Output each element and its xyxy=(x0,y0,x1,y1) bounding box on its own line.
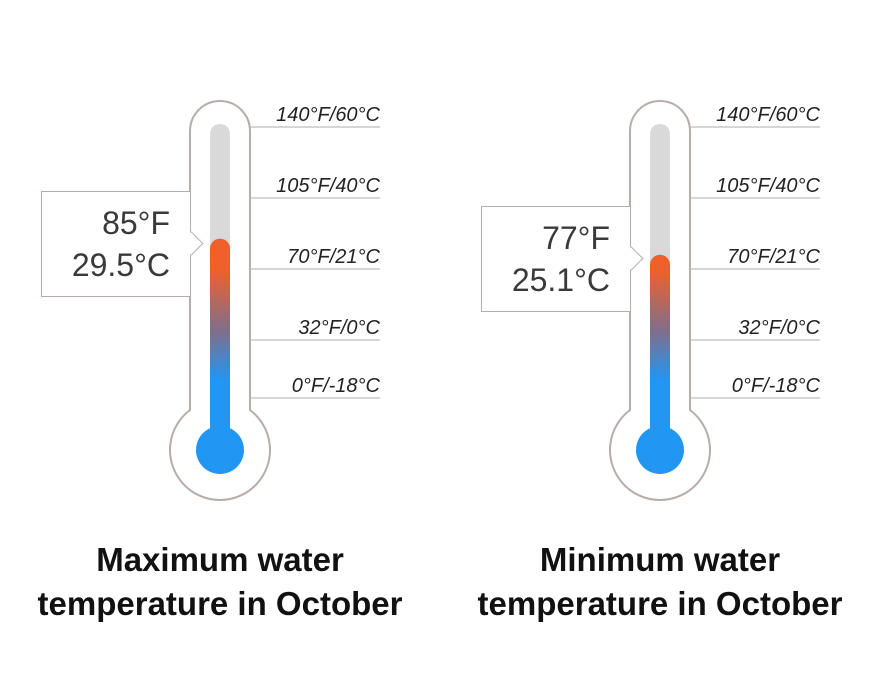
caption-line: temperature in October xyxy=(37,585,403,622)
tick-label: 0°F/-18°C xyxy=(732,375,821,397)
thermometer-bulb xyxy=(196,426,244,474)
thermometer-min-graphic: 140°F/60°C 105°F/40°C 70°F/21°C 32°F/0°C 0°F… xyxy=(609,100,821,501)
reading-celsius: 29.5°C xyxy=(71,247,170,283)
mercury-column xyxy=(210,238,230,450)
reading-box-min: 77°F 25.1°C xyxy=(481,206,631,312)
reading-box-max: 85°F 29.5°C xyxy=(41,191,191,297)
thermometer-max: 140°F/60°C 105°F/40°C 70°F/21°C 32°F/0°C 0°F… xyxy=(0,0,440,680)
thermometer-bulb xyxy=(636,426,684,474)
tick-label: 105°F/40°C xyxy=(716,175,820,197)
tick-label: 105°F/40°C xyxy=(276,175,380,197)
thermometer-min: 140°F/60°C 105°F/40°C 70°F/21°C 32°F/0°C 0°F… xyxy=(440,0,880,680)
reading-celsius: 25.1°C xyxy=(511,262,610,298)
mercury-column xyxy=(650,254,670,450)
tick-label: 140°F/60°C xyxy=(716,104,820,126)
caption-line: temperature in October xyxy=(477,585,843,622)
reading-fahrenheit: 77°F xyxy=(542,220,610,256)
caption-line: Maximum water xyxy=(96,541,344,578)
caption-max: Maximum water temperature in October xyxy=(0,538,440,626)
tick-label: 140°F/60°C xyxy=(276,104,380,126)
tick-label: 32°F/0°C xyxy=(298,317,380,339)
tick-label: 32°F/0°C xyxy=(738,317,820,339)
caption-min: Minimum water temperature in October xyxy=(440,538,880,626)
caption-line: Minimum water xyxy=(539,541,781,578)
tick-label: 70°F/21°C xyxy=(727,246,820,268)
thermometer-max-graphic: 140°F/60°C 105°F/40°C 70°F/21°C 32°F/0°C 0°F… xyxy=(169,100,381,501)
reading-fahrenheit: 85°F xyxy=(102,205,170,241)
tick-label: 0°F/-18°C xyxy=(292,375,381,397)
tick-label: 70°F/21°C xyxy=(287,246,380,268)
